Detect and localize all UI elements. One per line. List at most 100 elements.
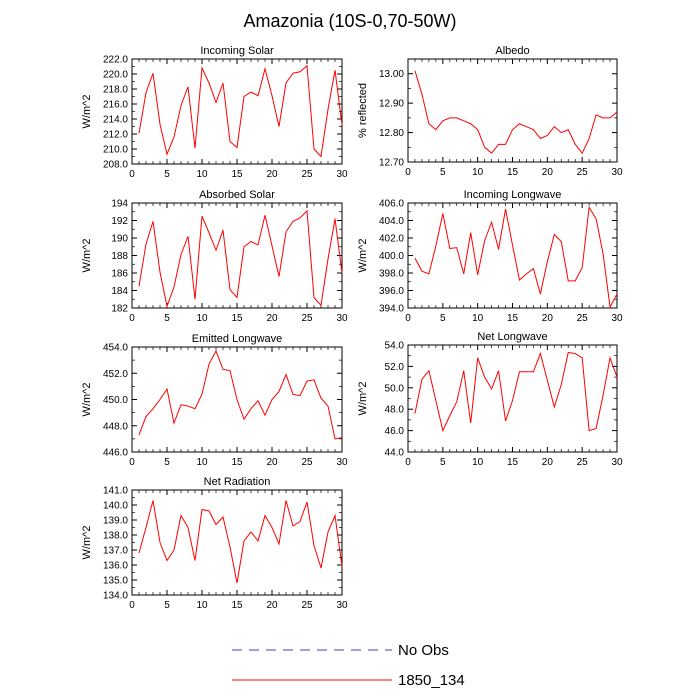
- albedo-series-1850-134: [414, 70, 618, 155]
- emitted-longwave-series-1850-134: [138, 349, 343, 440]
- incoming-longwave-xtick-label: 20: [542, 313, 554, 324]
- incoming-solar-ytick-label: 210.0: [103, 145, 128, 156]
- incoming-solar-xtick-label: 5: [164, 169, 170, 180]
- incoming-longwave-ytick-label: 398.0: [379, 269, 404, 280]
- albedo-xtick-label: 20: [542, 167, 554, 178]
- net-radiation-ytick-label: 138.0: [103, 531, 128, 542]
- absorbed-solar-title: Absorbed Solar: [199, 189, 275, 201]
- incoming-longwave-ytick-label: 406.0: [379, 199, 404, 210]
- emitted-longwave-title: Emitted Longwave: [192, 333, 283, 345]
- albedo-ytick-label: 12.70: [379, 158, 404, 169]
- incoming-longwave-ytick-label: 402.0: [379, 234, 404, 245]
- net-longwave-xtick-label: 0: [405, 457, 411, 468]
- net-radiation-xtick-label: 20: [266, 600, 278, 611]
- net-longwave-ytick-label: 46.0: [385, 426, 405, 437]
- incoming-solar-xtick-label: 0: [129, 169, 135, 180]
- net-longwave-ytick-label: 54.0: [385, 341, 405, 352]
- incoming-longwave-title: Incoming Longwave: [464, 189, 562, 201]
- net-longwave-xtick-label: 25: [577, 457, 589, 468]
- net-radiation-xtick-label: 30: [336, 600, 348, 611]
- net-radiation-ytick-label: 141.0: [103, 486, 128, 497]
- net-longwave-ylabel: W/m^2: [357, 382, 369, 416]
- incoming-longwave-ytick-label: 396.0: [379, 286, 404, 297]
- incoming-longwave-plot-frame: [407, 202, 618, 309]
- net-longwave-ytick-label: 50.0: [385, 383, 405, 394]
- absorbed-solar-series-1850-134: [138, 209, 343, 309]
- net-radiation-ytick-label: 137.0: [103, 546, 128, 557]
- incoming-solar-ytick-label: 216.0: [103, 100, 128, 111]
- absorbed-solar-ytick-label: 190: [111, 234, 128, 245]
- panel-net-longwave: Net Longwave W/m^2 44.0 46.0 48.0 50.0 52.0 54.…: [357, 331, 623, 468]
- emitted-longwave-xtick-label: 5: [164, 457, 170, 468]
- albedo-xtick-label: 0: [405, 167, 411, 178]
- albedo-ytick-label: 13.00: [379, 69, 404, 80]
- legend-label-1850-134: 1850_134: [398, 672, 465, 689]
- absorbed-solar-ytick-label: 184: [111, 286, 128, 297]
- net-longwave-ytick-label: 44.0: [385, 448, 405, 459]
- albedo-xtick-label: 25: [577, 167, 589, 178]
- panel-emitted-longwave: Emitted Longwave W/m^2 446.0 448.0 450.0 452.…: [81, 333, 348, 468]
- panels: Incoming Solar W/m^2 208.0 210.0 212.0 214.0 2…: [81, 45, 623, 611]
- legend-label-no-obs: No Obs: [398, 642, 449, 659]
- net-radiation-ylabel: W/m^2: [81, 526, 93, 560]
- emitted-longwave-ytick-label: 454.0: [103, 343, 128, 354]
- panel-albedo: Albedo % reflected 12.70 12.80 12.90 13.00 0 5 1…: [357, 45, 623, 178]
- net-radiation-ytick-label: 140.0: [103, 501, 128, 512]
- net-longwave-title: Net Longwave: [477, 331, 547, 343]
- net-radiation-ytick-label: 134.0: [103, 591, 128, 602]
- incoming-longwave-xtick-label: 10: [472, 313, 484, 324]
- net-radiation-xtick-label: 0: [129, 600, 135, 611]
- incoming-longwave-ytick-label: 394.0: [379, 304, 404, 315]
- legend: No Obs 1850_134: [232, 642, 465, 689]
- absorbed-solar-xtick-label: 15: [231, 313, 243, 324]
- emitted-longwave-ytick-label: 452.0: [103, 369, 128, 380]
- net-longwave-series-1850-134: [414, 351, 618, 433]
- net-radiation-xtick-label: 15: [231, 600, 243, 611]
- incoming-longwave-xtick-label: 25: [577, 313, 589, 324]
- emitted-longwave-xtick-label: 20: [266, 457, 278, 468]
- emitted-longwave-ytick-label: 450.0: [103, 395, 128, 406]
- net-longwave-xtick-label: 15: [507, 457, 519, 468]
- emitted-longwave-ytick-label: 448.0: [103, 421, 128, 432]
- panel-incoming-longwave: Incoming Longwave W/m^2 394.0 396.0 398.0 400…: [357, 189, 623, 324]
- emitted-longwave-ytick-label: 446.0: [103, 448, 128, 459]
- absorbed-solar-ytick-label: 186: [111, 269, 128, 280]
- incoming-longwave-ytick-label: 404.0: [379, 216, 404, 227]
- emitted-longwave-xtick-label: 25: [301, 457, 313, 468]
- net-longwave-xtick-label: 30: [611, 457, 623, 468]
- incoming-longwave-ytick-label: 400.0: [379, 251, 404, 262]
- panel-incoming-solar: Incoming Solar W/m^2 208.0 210.0 212.0 214.0 2…: [81, 45, 348, 180]
- albedo-xtick-label: 10: [472, 167, 484, 178]
- albedo-ylabel: % reflected: [357, 83, 369, 138]
- emitted-longwave-xtick-label: 10: [196, 457, 208, 468]
- incoming-solar-ytick-label: 222.0: [103, 55, 128, 66]
- page-title: Amazonia (10S-0,70-50W): [243, 11, 456, 31]
- incoming-solar-ytick-label: 208.0: [103, 160, 128, 171]
- net-radiation-ytick-label: 135.0: [103, 576, 128, 587]
- incoming-longwave-xtick-label: 15: [507, 313, 519, 324]
- net-longwave-xtick-label: 10: [472, 457, 484, 468]
- incoming-solar-title: Incoming Solar: [200, 45, 274, 57]
- incoming-longwave-xtick-label: 0: [405, 313, 411, 324]
- net-longwave-xtick-label: 5: [440, 457, 446, 468]
- incoming-longwave-ylabel: W/m^2: [357, 239, 369, 273]
- emitted-longwave-xtick-label: 0: [129, 457, 135, 468]
- albedo-ytick-label: 12.80: [379, 128, 404, 139]
- net-radiation-series-1850-134: [138, 500, 343, 584]
- incoming-solar-series-1850-134: [138, 64, 343, 158]
- panel-net-radiation: Net Radiation W/m^2 134.0 135.0 136.0 137.0 13…: [81, 476, 348, 611]
- panel-absorbed-solar: Absorbed Solar W/m^2 182 184 186 188 190 192 194…: [81, 189, 348, 324]
- albedo-ytick-label: 12.90: [379, 99, 404, 110]
- incoming-solar-xtick-label: 20: [266, 169, 278, 180]
- net-radiation-title: Net Radiation: [204, 476, 271, 488]
- albedo-xtick-label: 15: [507, 167, 519, 178]
- incoming-solar-ytick-label: 214.0: [103, 115, 128, 126]
- incoming-longwave-series-1850-134: [414, 205, 618, 309]
- absorbed-solar-ytick-label: 182: [111, 304, 128, 315]
- incoming-solar-xtick-label: 10: [196, 169, 208, 180]
- incoming-solar-xtick-label: 25: [301, 169, 313, 180]
- absorbed-solar-xtick-label: 5: [164, 313, 170, 324]
- emitted-longwave-xtick-label: 15: [231, 457, 243, 468]
- emitted-longwave-ylabel: W/m^2: [81, 383, 93, 417]
- albedo-xtick-label: 30: [611, 167, 623, 178]
